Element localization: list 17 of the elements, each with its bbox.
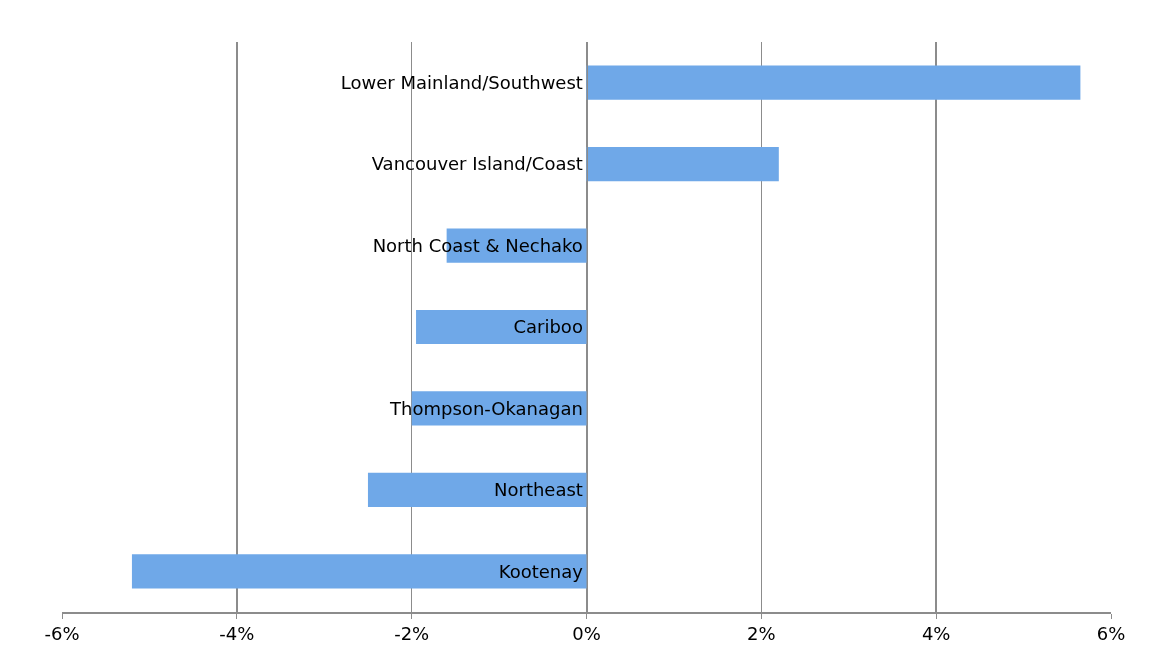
bar <box>367 472 587 507</box>
x-tick-label: 2% <box>747 623 776 645</box>
x-tick-label: 0% <box>572 623 601 645</box>
y-tick-label: Kootenay <box>498 560 584 582</box>
y-tick-label: Northeast <box>494 479 583 501</box>
x-tick-label: -4% <box>219 623 255 645</box>
x-tick-label: 4% <box>921 623 951 645</box>
x-tick-label: -6% <box>44 623 80 645</box>
bar <box>586 147 779 182</box>
bar <box>131 554 587 589</box>
y-tick-label: Lower Mainland/Southwest <box>340 72 583 94</box>
y-tick-label: Cariboo <box>513 316 583 338</box>
bar <box>416 309 587 345</box>
x-tick-label: -2% <box>394 623 430 645</box>
bar <box>586 65 1081 100</box>
y-tick-label: Vancouver Island/Coast <box>371 153 583 175</box>
x-tick-label: 6% <box>1096 623 1126 645</box>
